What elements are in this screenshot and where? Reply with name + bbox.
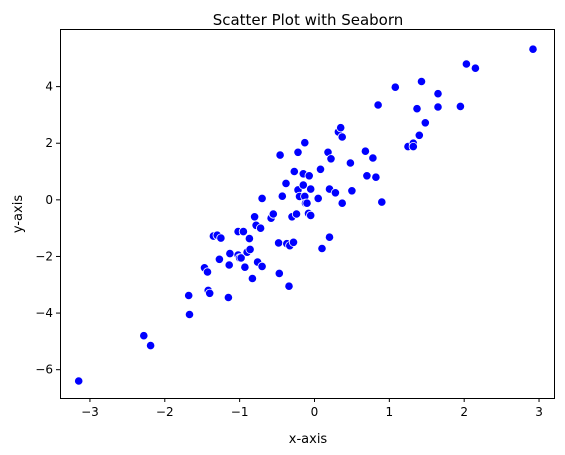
x-axis-label: x-axis	[289, 432, 328, 447]
data-point	[302, 198, 312, 208]
data-point	[390, 82, 400, 92]
data-point	[240, 262, 250, 272]
data-point	[528, 44, 538, 54]
data-point	[284, 281, 294, 291]
data-point	[414, 130, 424, 140]
data-point	[293, 147, 303, 157]
data-point	[245, 244, 255, 254]
data-point	[247, 273, 257, 284]
data-point	[288, 237, 299, 247]
points-layer	[74, 44, 538, 386]
data-point	[306, 184, 316, 194]
data-point	[281, 178, 291, 188]
data-point	[250, 212, 260, 222]
x-tick-label: −1	[231, 405, 249, 419]
y-tick-label: 2	[45, 136, 53, 150]
y-tick-label: −4	[35, 306, 53, 320]
x-tick-label: −2	[156, 405, 174, 419]
data-point	[336, 123, 346, 133]
data-point	[433, 102, 443, 112]
data-point	[416, 76, 427, 87]
data-point	[214, 254, 224, 264]
data-point	[300, 138, 310, 148]
y-tick-label: 4	[45, 80, 53, 94]
data-point	[74, 376, 84, 386]
data-point	[255, 223, 266, 233]
x-tick-label: 0	[311, 405, 319, 419]
data-point	[202, 267, 213, 277]
data-point	[337, 132, 347, 142]
data-point	[347, 186, 357, 196]
y-axis-ticks: −6 −4 −2 0 2 4	[35, 80, 60, 377]
x-tick-label: −3	[81, 405, 99, 419]
y-axis-label: y-axis	[11, 195, 26, 233]
data-point	[223, 292, 233, 303]
data-point	[268, 209, 278, 219]
plot-frame	[60, 29, 555, 399]
data-point	[184, 309, 195, 320]
data-point	[315, 164, 326, 174]
chart-title: Scatter Plot with Seaborn	[213, 11, 404, 29]
data-point	[238, 227, 248, 237]
data-point	[224, 260, 234, 270]
y-tick-label: −2	[35, 249, 53, 263]
data-point	[277, 191, 287, 201]
data-point	[373, 100, 383, 110]
data-point	[216, 233, 226, 243]
data-point	[236, 253, 246, 263]
data-point	[244, 234, 254, 244]
data-point	[330, 188, 340, 198]
data-point	[225, 249, 235, 259]
x-tick-label: 1	[386, 405, 394, 419]
y-tick-label: 0	[45, 193, 53, 207]
data-point	[470, 63, 480, 73]
x-axis-ticks: −3 −2 −1 0 1 2 3	[81, 398, 543, 419]
data-point	[371, 172, 381, 182]
data-point	[368, 153, 378, 163]
data-point	[291, 209, 302, 219]
data-point	[337, 198, 347, 208]
data-point	[184, 290, 194, 301]
data-point	[306, 210, 316, 220]
x-tick-label: 2	[460, 405, 468, 419]
data-point	[289, 166, 299, 177]
data-point	[324, 232, 335, 242]
data-point	[257, 193, 267, 203]
data-point	[345, 158, 355, 168]
data-point	[273, 238, 284, 248]
data-point	[420, 118, 430, 128]
data-point	[146, 340, 156, 351]
data-point	[274, 268, 284, 278]
data-point	[205, 288, 215, 298]
data-point	[317, 243, 327, 254]
data-point	[377, 197, 387, 207]
data-point	[139, 331, 149, 341]
data-point	[304, 171, 314, 181]
data-point	[461, 59, 471, 69]
x-tick-label: 3	[535, 405, 543, 419]
data-point	[412, 104, 422, 114]
data-point	[275, 150, 285, 160]
data-point	[313, 193, 323, 203]
data-point	[408, 142, 418, 152]
data-point	[298, 180, 308, 190]
data-point	[433, 89, 443, 99]
data-point	[362, 171, 372, 181]
data-point	[326, 154, 336, 164]
y-tick-label: −6	[35, 363, 53, 377]
data-point	[257, 261, 267, 271]
data-point	[360, 146, 370, 156]
data-point	[455, 101, 465, 112]
